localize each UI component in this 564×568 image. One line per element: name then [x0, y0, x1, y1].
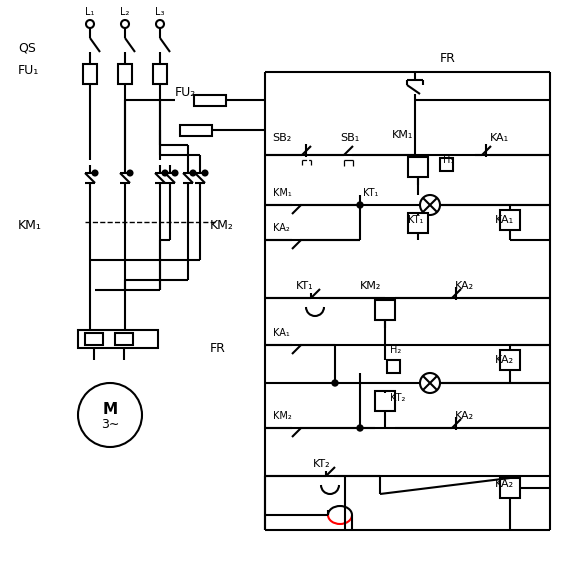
Circle shape — [357, 425, 363, 431]
Circle shape — [162, 170, 168, 176]
Text: FR: FR — [440, 52, 456, 65]
Text: KA₁: KA₁ — [495, 215, 514, 225]
Bar — [118, 64, 132, 84]
Bar — [375, 300, 395, 320]
Text: H₂: H₂ — [390, 345, 401, 355]
Text: KA₁: KA₁ — [273, 328, 290, 338]
Bar — [83, 64, 97, 84]
Bar — [408, 157, 428, 177]
Bar — [500, 478, 520, 498]
Bar — [194, 95, 226, 106]
Circle shape — [332, 380, 338, 386]
Bar — [85, 333, 103, 345]
Text: KT₁: KT₁ — [296, 281, 314, 291]
Circle shape — [357, 202, 363, 208]
Text: KA₂: KA₂ — [495, 479, 514, 489]
Text: KA₂: KA₂ — [455, 281, 474, 291]
Bar — [500, 350, 520, 370]
Text: SB₁: SB₁ — [340, 133, 359, 143]
Text: KA₁: KA₁ — [490, 133, 509, 143]
Text: L₁: L₁ — [85, 7, 95, 17]
Bar — [180, 125, 212, 136]
Text: M: M — [103, 403, 117, 417]
Circle shape — [92, 170, 98, 176]
Text: FR: FR — [210, 341, 226, 354]
Text: KM₂: KM₂ — [210, 219, 234, 232]
Text: KT₁: KT₁ — [363, 188, 378, 198]
Text: SB₂: SB₂ — [272, 133, 291, 143]
Bar — [500, 210, 520, 230]
Text: QS: QS — [18, 41, 36, 55]
Text: 3∼: 3∼ — [101, 419, 119, 432]
Text: KT₂: KT₂ — [313, 459, 331, 469]
Text: KM₁: KM₁ — [18, 219, 42, 232]
Text: FU₁: FU₁ — [18, 64, 39, 77]
Circle shape — [127, 170, 133, 176]
Text: KT₁: KT₁ — [408, 215, 424, 225]
Text: KA₂: KA₂ — [495, 355, 514, 365]
Text: KA₂: KA₂ — [455, 411, 474, 421]
Text: KM₂: KM₂ — [273, 411, 292, 421]
Text: KT₂: KT₂ — [390, 393, 406, 403]
Text: KM₁: KM₁ — [273, 188, 292, 198]
Text: L₃: L₃ — [155, 7, 165, 17]
Bar — [387, 360, 400, 373]
Circle shape — [173, 170, 178, 176]
Bar — [375, 391, 395, 411]
Bar — [78, 330, 158, 348]
Bar — [408, 213, 428, 233]
Bar — [115, 333, 133, 345]
Text: L₂: L₂ — [120, 7, 130, 17]
Text: KM₁: KM₁ — [392, 130, 413, 140]
Bar — [440, 158, 453, 171]
Text: KM₂: KM₂ — [360, 281, 381, 291]
Bar — [153, 64, 167, 84]
Circle shape — [202, 170, 208, 176]
Text: KA₂: KA₂ — [273, 223, 290, 233]
Text: FU₂: FU₂ — [175, 86, 196, 98]
Circle shape — [191, 170, 196, 176]
Text: H₁: H₁ — [443, 155, 454, 165]
